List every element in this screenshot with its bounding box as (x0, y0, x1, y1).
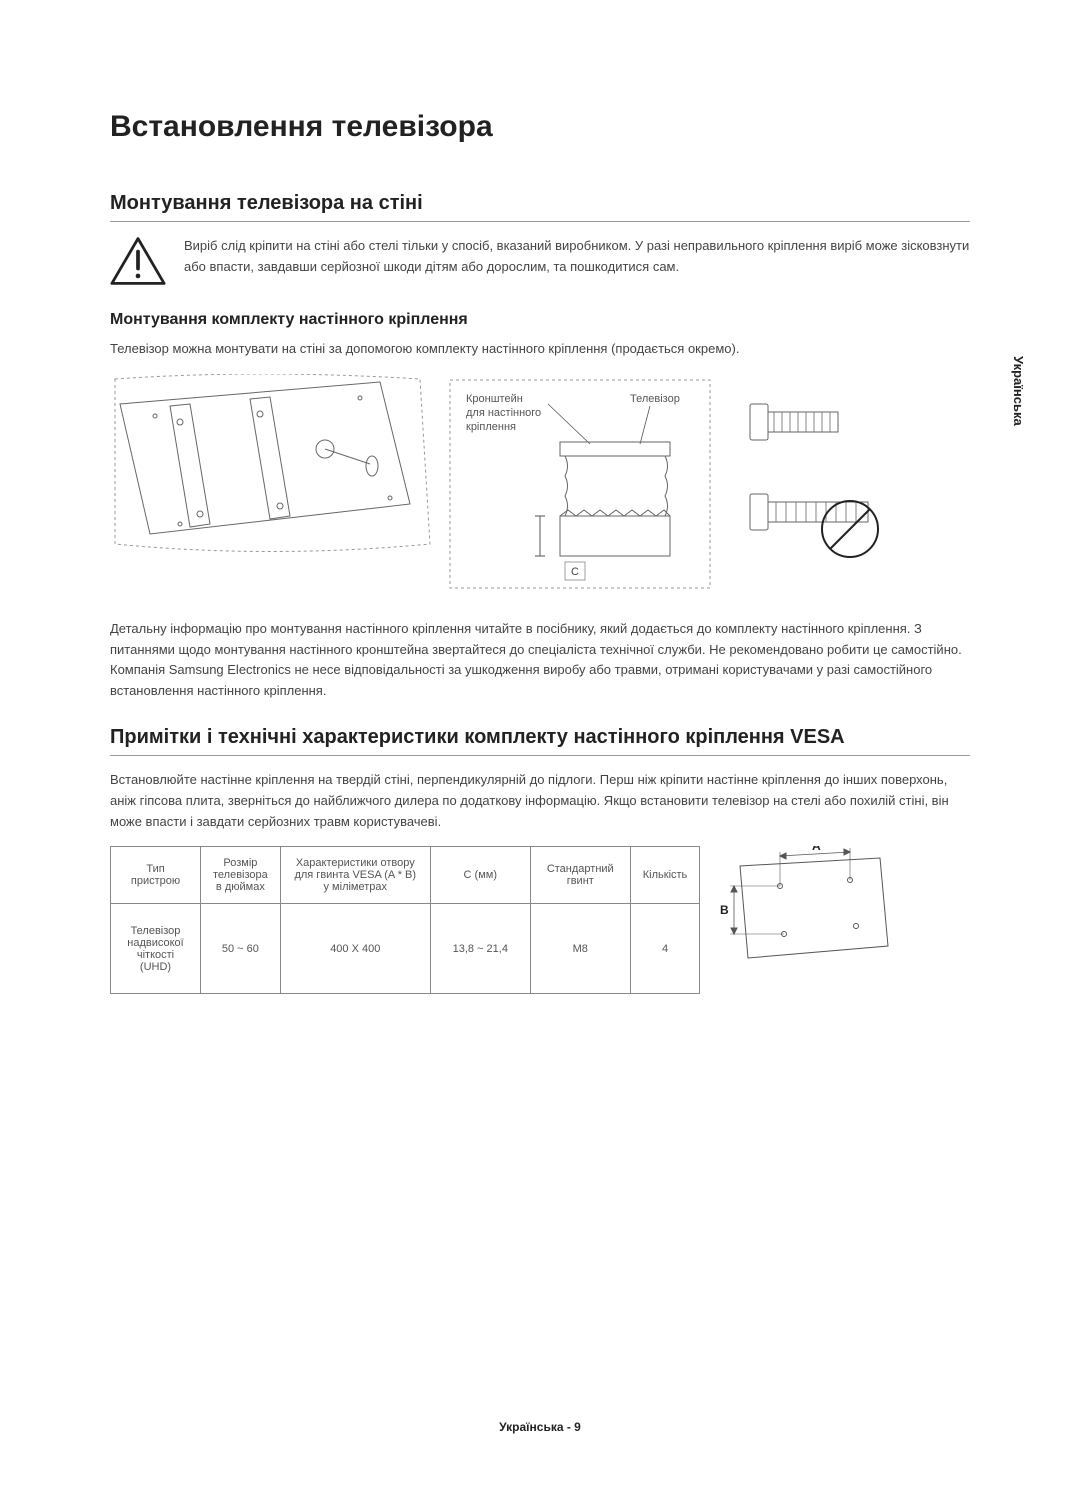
table-cell: 4 (630, 904, 700, 994)
diagram-label-c: C (571, 566, 579, 578)
subsection-heading-kit: Монтування комплекту настінного кріпленн… (110, 311, 970, 329)
warning-block: Виріб слід кріпити на стіні або стелі ті… (110, 236, 970, 291)
table-cell: 50 ~ 60 (201, 904, 281, 994)
table-header: Кількість (630, 847, 700, 904)
vesa-intro-paragraph: Встановлюйте настінне кріплення на тверд… (110, 770, 970, 832)
language-side-tab: Українська (1005, 340, 1032, 442)
page-footer: Українська - 9 (110, 1420, 970, 1434)
table-cell: 400 X 400 (280, 904, 430, 994)
table-cell: 13,8 ~ 21,4 (430, 904, 530, 994)
page-title: Встановлення телевізора (110, 110, 970, 144)
table-header: Тип пристрою (111, 847, 201, 904)
table-header: Розмір телевізора в дюймах (201, 847, 281, 904)
diagram-label-a: A (812, 846, 821, 853)
table-header: Характеристики отвору для гвинта VESA (A… (280, 847, 430, 904)
table-cell: M8 (530, 904, 630, 994)
svg-text:для настінного: для настінного (466, 407, 541, 419)
after-diagram-paragraph: Детальну інформацію про монтування насті… (110, 619, 970, 702)
warning-icon (110, 236, 166, 291)
section-heading-vesa: Примітки і технічні характеристики компл… (110, 726, 970, 756)
svg-text:кріплення: кріплення (466, 421, 516, 433)
table-header: Стандартний гвинт (530, 847, 630, 904)
mounting-diagram: Кронштейн для настінного кріплення Телев… (110, 374, 970, 599)
diagram-label-bracket: Кронштейн (466, 393, 523, 405)
intro-paragraph: Телевізор можна монтувати на стіні за до… (110, 339, 970, 360)
table-header: C (мм) (430, 847, 530, 904)
diagram-label-tv: Телевізор (630, 393, 680, 405)
vesa-spec-table: Тип пристрою Розмір телевізора в дюймах … (110, 846, 700, 994)
table-row: Телевізор надвисокої чіткості (UHD) 50 ~… (111, 904, 700, 994)
table-cell: Телевізор надвисокої чіткості (UHD) (111, 904, 201, 994)
warning-text: Виріб слід кріпити на стіні або стелі ті… (184, 236, 970, 278)
tv-back-diagram: A B (720, 846, 900, 971)
diagram-label-b: B (720, 903, 729, 917)
section-heading-mounting: Монтування телевізора на стіні (110, 192, 970, 222)
